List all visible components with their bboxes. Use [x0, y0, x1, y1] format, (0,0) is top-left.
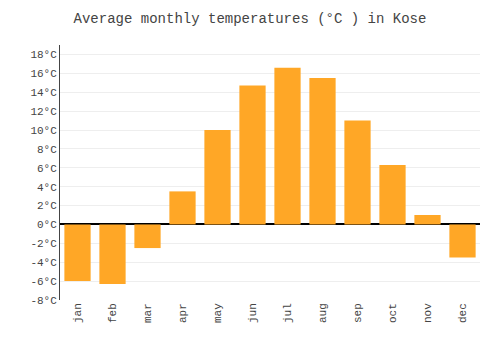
svg-text:-4°C: -4°C: [30, 257, 57, 269]
svg-text:dec: dec: [457, 303, 469, 323]
svg-text:4°C: 4°C: [37, 182, 57, 194]
svg-text:aug: aug: [317, 303, 329, 323]
svg-text:sep: sep: [352, 303, 364, 323]
svg-text:14°C: 14°C: [30, 87, 57, 99]
svg-text:may: may: [212, 303, 224, 323]
svg-text:-2°C: -2°C: [30, 238, 57, 250]
svg-text:12°C: 12°C: [30, 106, 57, 118]
svg-text:oct: oct: [387, 303, 399, 323]
svg-text:16°C: 16°C: [30, 68, 57, 80]
svg-text:18°C: 18°C: [30, 49, 57, 61]
svg-text:8°C: 8°C: [37, 144, 57, 156]
svg-text:jul: jul: [282, 303, 294, 323]
svg-text:Average monthly temperatures (: Average monthly temperatures (°C ) in Ko…: [74, 11, 427, 27]
svg-text:-6°C: -6°C: [30, 276, 57, 288]
svg-text:-8°C: -8°C: [30, 295, 57, 307]
svg-text:jun: jun: [247, 303, 259, 323]
svg-text:mar: mar: [142, 303, 154, 323]
svg-text:0°C: 0°C: [37, 219, 57, 231]
svg-text:2°C: 2°C: [37, 200, 57, 212]
svg-text:nov: nov: [422, 303, 434, 323]
svg-text:feb: feb: [107, 303, 119, 323]
svg-text:apr: apr: [177, 303, 189, 323]
svg-text:10°C: 10°C: [30, 125, 57, 137]
svg-text:6°C: 6°C: [37, 163, 57, 175]
svg-text:jan: jan: [72, 303, 84, 323]
